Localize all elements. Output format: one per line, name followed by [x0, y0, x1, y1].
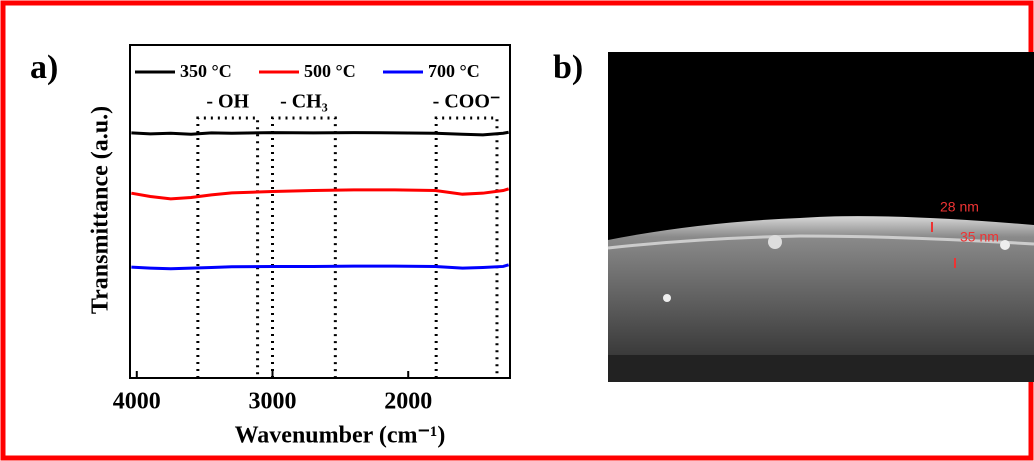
region-box — [434, 116, 499, 378]
sem-layer — [607, 234, 1034, 250]
legend-label: 500 °C — [304, 61, 356, 81]
series-line — [131, 130, 509, 137]
legend-label: 350 °C — [180, 61, 232, 81]
sem-info-bar — [608, 355, 1034, 382]
sem-particle — [663, 294, 671, 302]
region-box — [271, 116, 337, 378]
panel-label: b) — [553, 49, 583, 86]
sem-label: 35 nm — [960, 229, 999, 245]
x-tick-label: 3000 — [249, 389, 297, 415]
x-axis-title: Wavenumber (cm⁻¹) — [235, 423, 446, 449]
x-tick-label: 2000 — [384, 389, 432, 415]
region-label: - OH — [206, 91, 249, 113]
sem-image: 28 nm 35 nm — [607, 52, 1034, 382]
sem-particle — [768, 235, 782, 249]
y-axis-title: Transmittance (a.u.) — [88, 106, 114, 314]
region-box — [196, 116, 260, 378]
series-line — [131, 187, 510, 201]
region-label: - CH₃ — [280, 91, 328, 113]
panel-label: a) — [30, 49, 58, 86]
sem-particle — [1000, 240, 1010, 250]
plot-frame — [129, 44, 511, 379]
sem-label: 28 nm — [940, 199, 979, 215]
region-label: - COO⁻ — [433, 91, 501, 113]
legend-label: 700 °C — [428, 61, 480, 81]
sem-cross-section — [608, 216, 1034, 355]
series-line — [131, 263, 510, 271]
x-tick-label: 4000 — [113, 389, 161, 415]
